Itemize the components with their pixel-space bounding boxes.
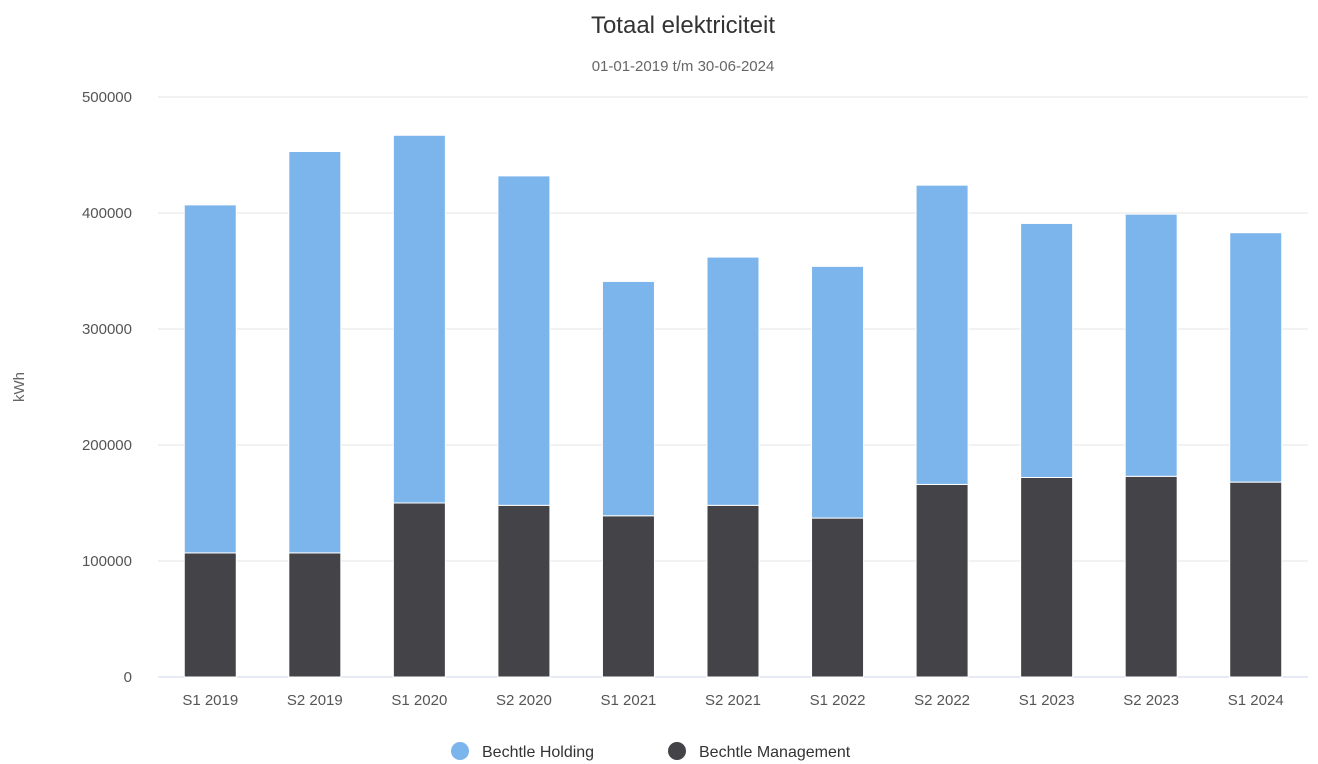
bar-bechtle-holding[interactable] [497,175,551,506]
y-tick-label: 500000 [82,89,132,106]
bar-bechtle-management[interactable] [1020,476,1074,678]
bar-bechtle-holding[interactable] [183,204,237,554]
y-axis-label: kWh [11,372,28,402]
bar-bechtle-management[interactable] [392,502,446,678]
bar-bechtle-management[interactable] [706,504,760,678]
bar-bechtle-holding[interactable] [1124,213,1178,477]
legend-marker [451,742,469,760]
legend-label: Bechtle Holding [482,744,594,761]
legend: Bechtle Holding Bechtle Management [451,742,851,761]
x-tick-label: S1 2024 [1228,692,1284,709]
bar-bechtle-management[interactable] [497,504,551,678]
legend-marker [668,742,686,760]
x-tick-label: S2 2022 [914,692,970,709]
legend-item-bechtle-holding[interactable]: Bechtle Holding [451,742,594,761]
bar-bechtle-holding[interactable] [1229,232,1283,483]
bars [183,134,1283,678]
bar-bechtle-management[interactable] [183,552,237,678]
bar-bechtle-holding[interactable] [601,280,655,517]
bar-bechtle-management[interactable] [1124,475,1178,678]
bar-bechtle-holding[interactable] [1020,222,1074,478]
y-tick-label: 400000 [82,205,132,222]
x-tick-label: S1 2022 [810,692,866,709]
bar-bechtle-holding[interactable] [288,151,342,554]
y-axis-ticks: 0 100000 200000 300000 400000 500000 [82,89,132,686]
chart-subtitle: 01-01-2019 t/m 30-06-2024 [592,58,775,75]
x-tick-label: S2 2023 [1123,692,1179,709]
bar-bechtle-management[interactable] [1229,481,1283,678]
legend-item-bechtle-management[interactable]: Bechtle Management [668,742,851,761]
legend-label: Bechtle Management [699,744,851,761]
bar-bechtle-management[interactable] [811,517,865,678]
y-tick-label: 300000 [82,321,132,338]
x-tick-label: S1 2021 [601,692,657,709]
bar-bechtle-holding[interactable] [392,134,446,504]
bar-bechtle-holding[interactable] [706,256,760,506]
bar-bechtle-management[interactable] [288,552,342,678]
y-tick-label: 200000 [82,437,132,454]
y-tick-label: 0 [124,669,132,686]
x-tick-label: S1 2019 [182,692,238,709]
bar-bechtle-management[interactable] [601,515,655,678]
x-axis-ticks: S1 2019 S2 2019 S1 2020 S2 2020 S1 2021 S2 20… [182,692,1283,709]
x-tick-label: S2 2021 [705,692,761,709]
bar-bechtle-management[interactable] [915,483,969,678]
x-tick-label: S2 2020 [496,692,552,709]
bar-bechtle-holding[interactable] [915,184,969,485]
x-tick-label: S2 2019 [287,692,343,709]
x-tick-label: S1 2020 [391,692,447,709]
bar-bechtle-holding[interactable] [811,265,865,519]
x-tick-label: S1 2023 [1019,692,1075,709]
chart-title: Totaal elektriciteit [591,12,775,39]
y-tick-label: 100000 [82,553,132,570]
